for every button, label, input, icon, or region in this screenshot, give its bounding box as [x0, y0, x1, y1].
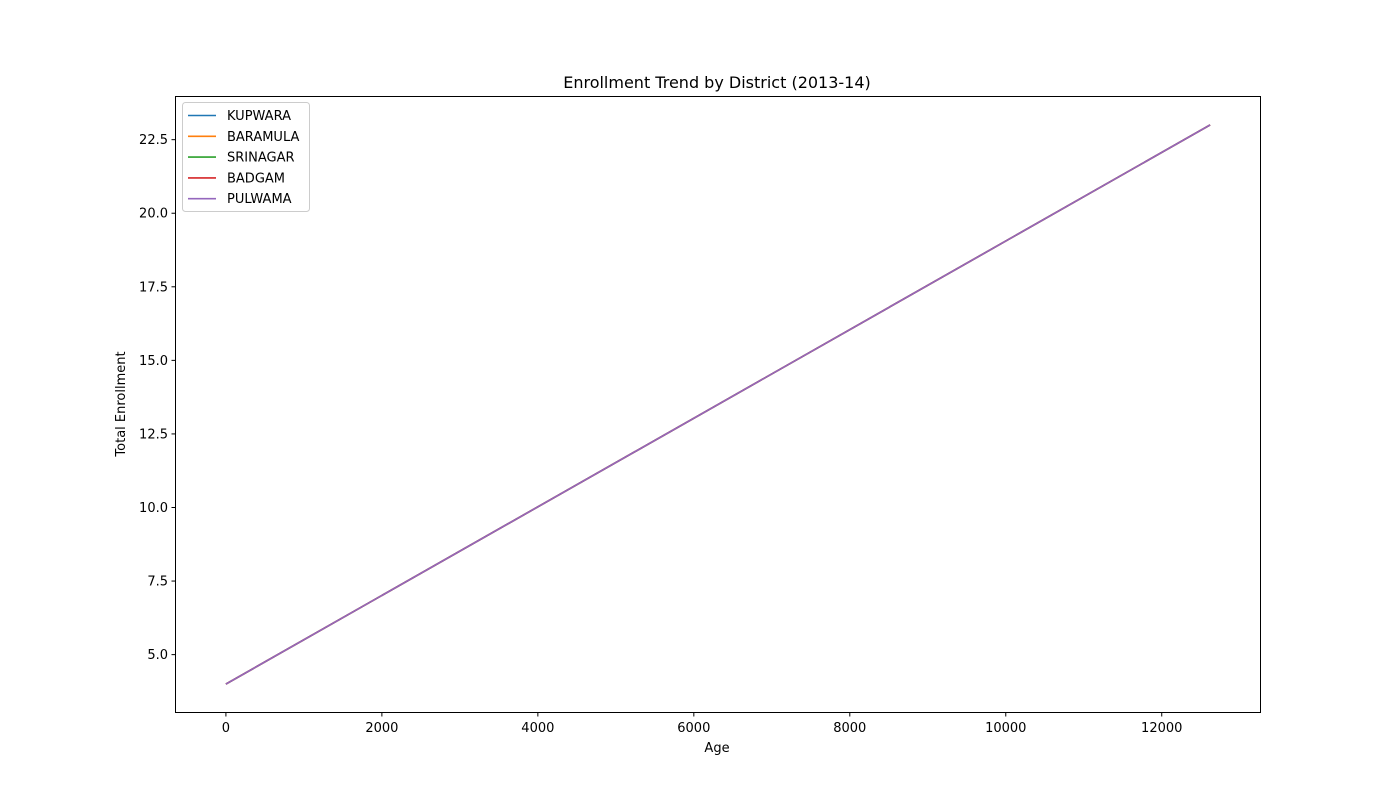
x-tick-label: 0	[222, 721, 230, 736]
y-tick-label: 22.5	[139, 133, 168, 148]
y-tick-label: 7.5	[147, 575, 168, 590]
legend-label-kupwara: KUPWARA	[227, 109, 291, 124]
x-tick-label: 4000	[521, 721, 554, 736]
x-tick-label: 6000	[677, 721, 710, 736]
series-line-pulwama	[225, 124, 1211, 685]
plot-area-frame	[175, 96, 1261, 713]
y-tick-label: 20.0	[139, 207, 168, 222]
legend-frame	[182, 102, 310, 212]
y-tick-label: 5.0	[147, 648, 168, 663]
series-layer	[225, 124, 1211, 685]
legend-label-srinagar: SRINAGAR	[227, 151, 295, 166]
x-tick-label: 12000	[1141, 721, 1182, 736]
x-tick-label: 8000	[833, 721, 866, 736]
y-tick-label: 15.0	[139, 354, 168, 369]
chart-title: Enrollment Trend by District (2013-14)	[563, 73, 871, 92]
y-axis-title: Total Enrollment	[114, 351, 129, 457]
legend-items: KUPWARA BARAMULA SRINAGAR BADGAM PULWAMA	[188, 109, 299, 207]
x-tick-label: 2000	[365, 721, 398, 736]
y-tick-label: 10.0	[139, 501, 168, 516]
legend-label-pulwama: PULWAMA	[227, 192, 292, 207]
legend-label-baramula: BARAMULA	[227, 130, 299, 145]
y-tick-label: 17.5	[139, 280, 168, 295]
x-axis-title: Age	[704, 741, 729, 756]
x-tick-label: 10000	[985, 721, 1026, 736]
y-axis-ticks: 5.0 7.5 10.0 12.5 15.0 17.5 20.0 22.5	[139, 133, 176, 663]
y-tick-label: 12.5	[139, 427, 168, 442]
legend: KUPWARA BARAMULA SRINAGAR BADGAM PULWAMA	[182, 102, 310, 212]
legend-label-badgam: BADGAM	[227, 171, 285, 186]
